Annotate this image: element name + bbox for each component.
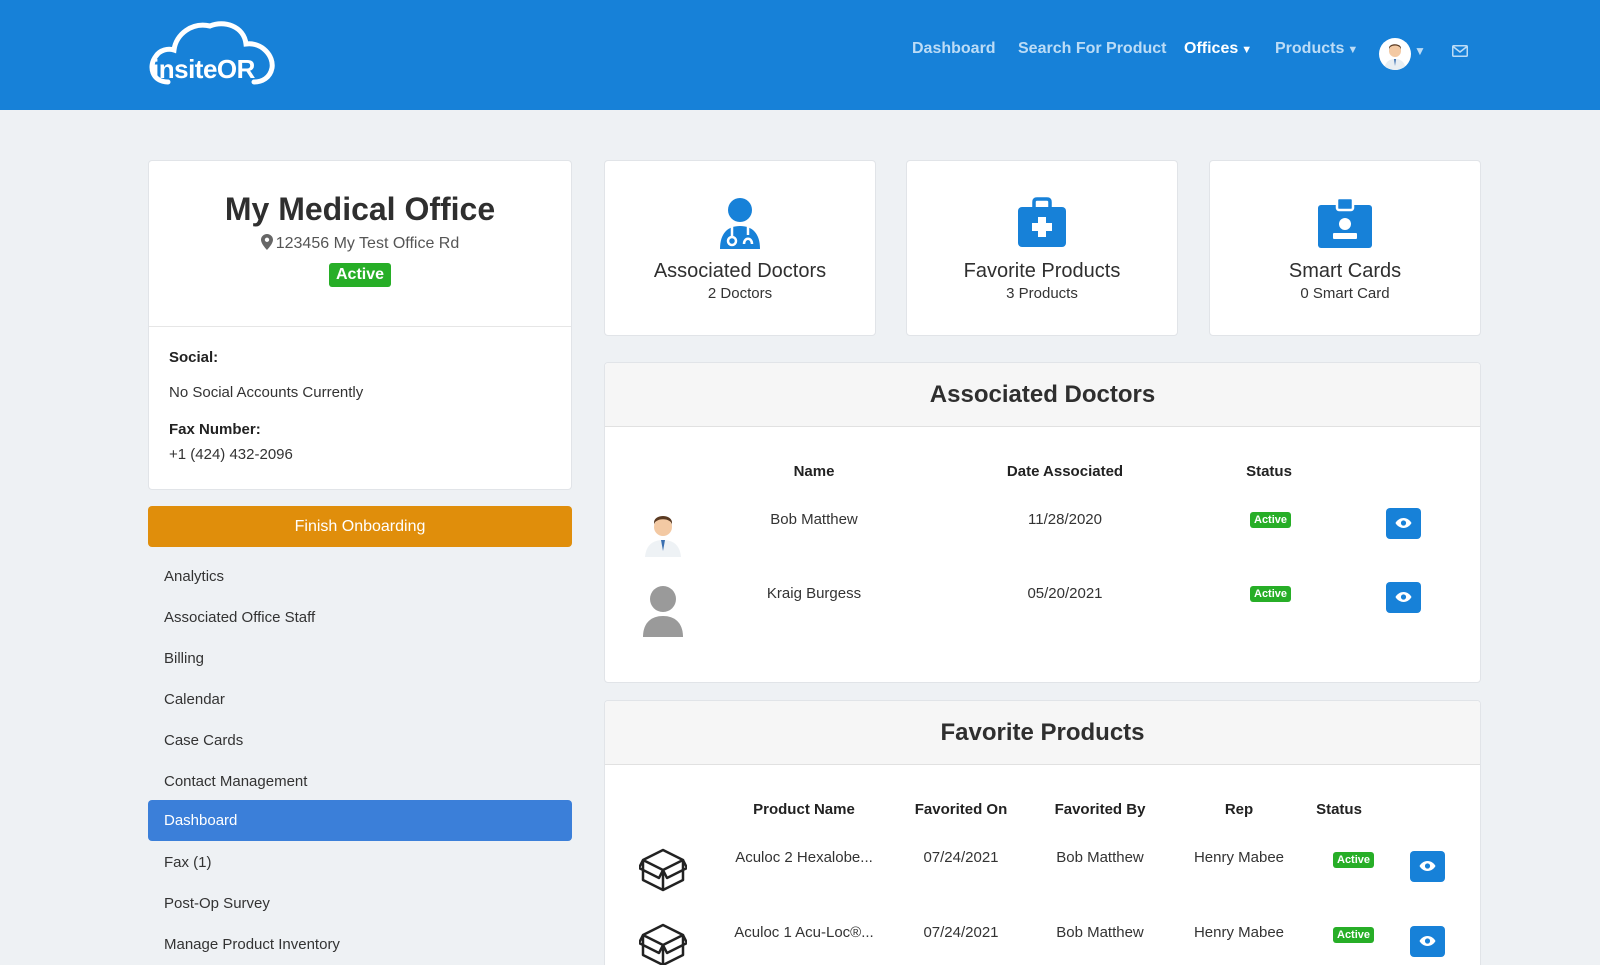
doctor-avatar-icon xyxy=(645,516,681,557)
stat-card-favorite-products[interactable]: Favorite Products 3 Products xyxy=(906,160,1178,336)
eye-icon xyxy=(1419,936,1436,946)
nav-dashboard[interactable]: Dashboard xyxy=(912,40,996,57)
eye-icon xyxy=(1395,518,1412,528)
stat-title: Smart Cards xyxy=(1288,260,1402,282)
column-header: Name xyxy=(793,463,835,480)
favorited-on: 07/24/2021 xyxy=(923,849,999,866)
date-associated: 05/20/2021 xyxy=(1027,585,1103,602)
view-product-button[interactable] xyxy=(1410,926,1445,957)
stat-count: 0 Smart Card xyxy=(1300,285,1390,302)
sidebar-item-analytics[interactable]: Analytics xyxy=(164,568,225,585)
office-details: Social: No Social Accounts Currently Fax… xyxy=(149,327,571,485)
user-avatar[interactable] xyxy=(1379,38,1411,70)
office-info-card: My Medical Office 123456 My Test Office … xyxy=(148,160,572,490)
sidebar-item-calendar[interactable]: Calendar xyxy=(164,691,225,708)
finish-onboarding-button[interactable]: Finish Onboarding xyxy=(148,506,572,547)
stat-card-associated-doctors[interactable]: Associated Doctors 2 Doctors xyxy=(604,160,876,336)
box-icon xyxy=(639,923,687,965)
mail-icon[interactable] xyxy=(1452,45,1468,57)
chevron-down-icon[interactable]: ▼ xyxy=(1414,44,1426,58)
sidebar-item-associated-office-staff[interactable]: Associated Office Staff xyxy=(164,609,316,626)
nav-products[interactable]: Products ▼ xyxy=(1275,40,1358,58)
doctor-name[interactable]: Kraig Burgess xyxy=(766,585,862,602)
favorited-by: Bob Matthew xyxy=(1056,924,1144,941)
top-navbar: insiteOR Dashboard Search For Product Of… xyxy=(0,0,1600,110)
stat-title: Associated Doctors xyxy=(653,260,827,282)
logo-text[interactable]: insiteOR xyxy=(152,54,255,84)
favorited-on: 07/24/2021 xyxy=(923,924,999,941)
status-badge: Active xyxy=(328,263,392,287)
status-badge: Active xyxy=(1333,927,1375,943)
doctor-icon xyxy=(720,198,760,249)
doctor-avatar-icon xyxy=(1384,44,1406,70)
rep-name: Henry Mabee xyxy=(1193,924,1285,941)
map-pin-icon xyxy=(260,234,273,250)
column-header: Favorited On xyxy=(914,801,1008,818)
favorite-products-panel: Favorite Products Product Name Favorited… xyxy=(604,700,1481,965)
eye-icon xyxy=(1395,592,1412,602)
id-badge-icon xyxy=(1318,196,1372,248)
nav-offices-label: Offices xyxy=(1184,40,1239,57)
rep-name: Henry Mabee xyxy=(1193,849,1285,866)
office-name: My Medical Office xyxy=(224,191,496,227)
stat-count: 2 Doctors xyxy=(707,285,773,302)
column-header: Status xyxy=(1246,463,1292,480)
view-doctor-button[interactable] xyxy=(1386,508,1421,539)
sidebar-item-fax[interactable]: Fax (1) xyxy=(164,854,212,871)
sidebar-item-case-cards[interactable]: Case Cards xyxy=(164,732,244,749)
favorited-by: Bob Matthew xyxy=(1056,849,1144,866)
office-address: 123456 My Test Office Rd xyxy=(149,234,571,253)
column-header: Product Name xyxy=(753,801,855,818)
cloud-logo-icon[interactable] xyxy=(146,16,278,88)
chevron-down-icon: ▼ xyxy=(1347,44,1359,56)
stat-count: 3 Products xyxy=(1006,285,1078,302)
sidebar-item-post-op-survey[interactable]: Post-Op Survey xyxy=(164,895,270,912)
nav-products-label: Products xyxy=(1275,40,1345,57)
column-header: Rep xyxy=(1224,801,1254,818)
chevron-down-icon: ▼ xyxy=(1241,44,1253,56)
product-name[interactable]: Aculoc 2 Hexalobe... xyxy=(735,849,873,866)
sidebar-item-billing[interactable]: Billing xyxy=(164,650,205,667)
panel-title: Associated Doctors xyxy=(605,363,1480,427)
date-associated: 11/28/2020 xyxy=(1028,511,1102,528)
associated-doctors-panel: Associated Doctors Name Date Associated … xyxy=(604,362,1481,683)
panel-title: Favorite Products xyxy=(605,701,1480,765)
product-name[interactable]: Aculoc 1 Acu-Loc®... xyxy=(734,924,874,941)
fax-label: Fax Number: xyxy=(169,421,261,438)
view-doctor-button[interactable] xyxy=(1386,582,1421,613)
column-header: Favorited By xyxy=(1054,801,1146,818)
medical-kit-icon xyxy=(1018,197,1066,247)
nav-search-for-product[interactable]: Search For Product xyxy=(1018,40,1167,57)
view-product-button[interactable] xyxy=(1410,851,1445,882)
sidebar-item-dashboard[interactable]: Dashboard xyxy=(148,800,572,841)
status-badge: Active xyxy=(1333,852,1375,868)
column-header: Status xyxy=(1316,801,1362,818)
status-badge: Active xyxy=(1250,586,1292,602)
social-value: No Social Accounts Currently xyxy=(169,384,364,401)
column-header: Date Associated xyxy=(1006,463,1124,480)
default-avatar-icon xyxy=(643,586,683,637)
box-icon xyxy=(639,848,687,892)
status-badge: Active xyxy=(1250,512,1292,528)
fax-value: +1 (424) 432-2096 xyxy=(169,446,293,463)
doctor-name[interactable]: Bob Matthew xyxy=(770,511,858,528)
eye-icon xyxy=(1419,861,1436,871)
sidebar-item-manage-product-inventory[interactable]: Manage Product Inventory xyxy=(164,936,340,953)
office-header: My Medical Office 123456 My Test Office … xyxy=(149,161,571,327)
stat-card-smart-cards[interactable]: Smart Cards 0 Smart Card xyxy=(1209,160,1481,336)
social-label: Social: xyxy=(169,349,219,366)
sidebar-item-contact-management[interactable]: Contact Management xyxy=(164,773,308,790)
nav-offices[interactable]: Offices ▼ xyxy=(1184,40,1252,58)
stat-title: Favorite Products xyxy=(963,260,1121,282)
office-address-text: 123456 My Test Office Rd xyxy=(275,235,460,252)
